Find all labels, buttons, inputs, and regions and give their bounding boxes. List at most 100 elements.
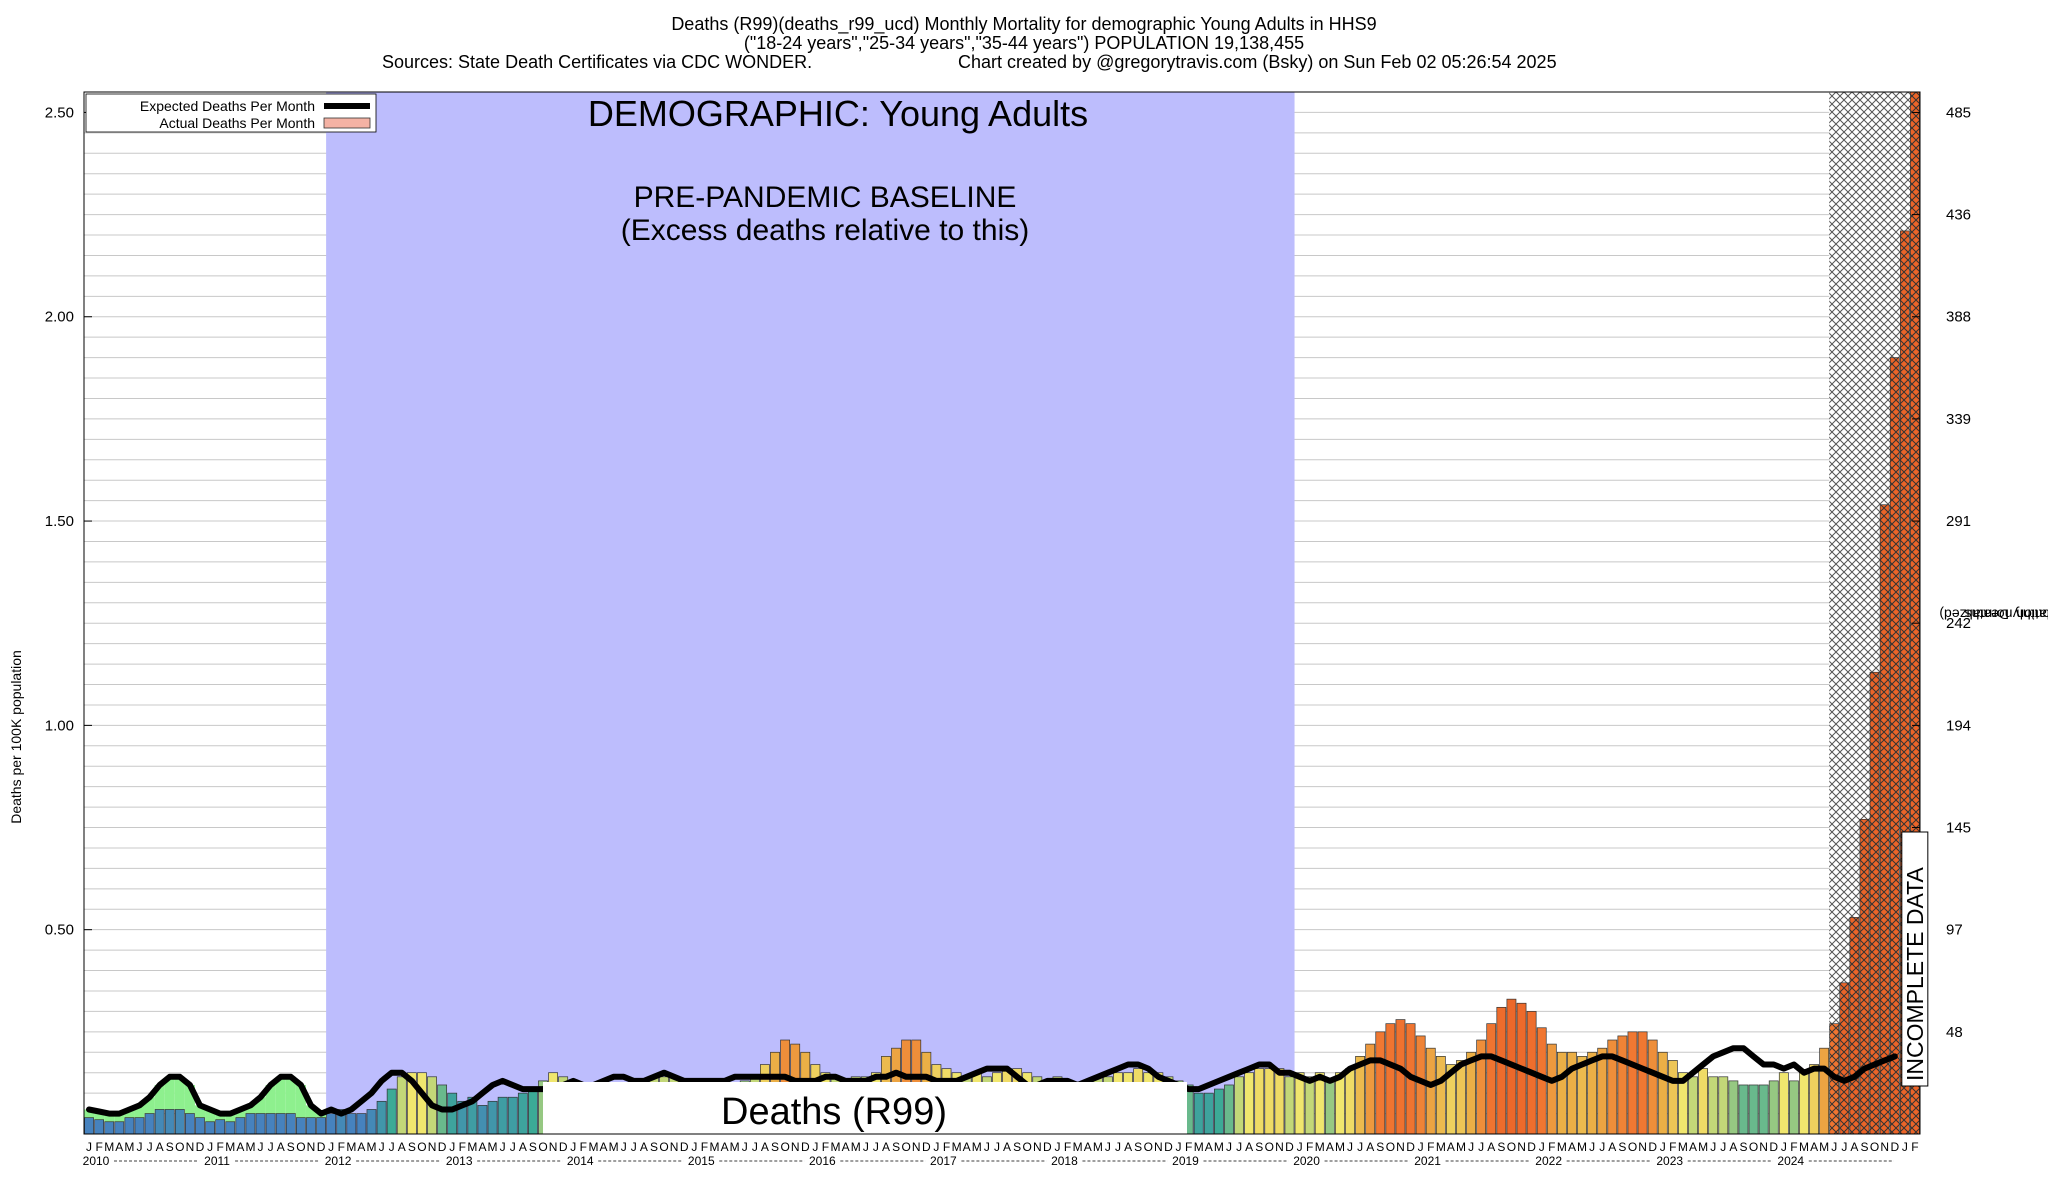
x-month-label: J [742, 1140, 748, 1154]
plot-frame [83, 91, 1921, 1135]
bar [1294, 1072, 1305, 1135]
bar-hatch [1839, 982, 1849, 1134]
x-month-label: A [1608, 1140, 1616, 1154]
bar [1728, 1080, 1739, 1135]
x-month-label: J [933, 1140, 939, 1154]
x-month-label: D [196, 1140, 205, 1154]
chart-title: Deaths (R99)(deaths_r99_ucd) Monthly Mor… [671, 14, 1377, 34]
x-month-label: F [701, 1140, 708, 1154]
bar [1809, 1064, 1819, 1135]
x-year-label: 2023 [1656, 1154, 1683, 1168]
bar [376, 1100, 387, 1135]
x-month-label: S [408, 1140, 416, 1154]
bar [1234, 1076, 1244, 1135]
bar [1657, 1051, 1668, 1135]
x-month-label: F [1306, 1140, 1313, 1154]
x-month-label: S [1376, 1140, 1384, 1154]
surplus-fill [184, 1084, 195, 1114]
x-month-label: J [1176, 1140, 1182, 1154]
x-month-label: N [1880, 1140, 1889, 1154]
x-month-label: A [1487, 1140, 1495, 1154]
x-month-label: F [943, 1140, 950, 1154]
bar [195, 1117, 205, 1135]
surplus-fill [265, 1084, 276, 1114]
bar-hatch [1880, 504, 1890, 1134]
surplus-fill [84, 1109, 95, 1118]
y-tick-label: 2.50 [45, 104, 74, 121]
x-month-label: M [1577, 1140, 1587, 1154]
x-month-label: F [1548, 1140, 1555, 1154]
bar [1778, 1072, 1789, 1135]
bar [1213, 1088, 1224, 1135]
x-month-label: S [1013, 1140, 1021, 1154]
x-month-label: F [217, 1140, 224, 1154]
bar [1435, 1056, 1446, 1135]
x-month-label: A [1568, 1140, 1576, 1154]
x-month-label: A [1366, 1140, 1374, 1154]
x-month-label: J [1357, 1140, 1363, 1154]
bar [104, 1121, 115, 1135]
bar [1688, 1076, 1698, 1135]
x-month-label: J [752, 1140, 758, 1154]
x-month-label: J [873, 1140, 879, 1154]
x-month-label: O [1265, 1140, 1274, 1154]
x-month-label: J [1054, 1140, 1060, 1154]
x-year-label: 2018 [1051, 1154, 1078, 1168]
x-month-label: D [1527, 1140, 1536, 1154]
bar [124, 1117, 135, 1135]
bar [1597, 1047, 1608, 1135]
bar [316, 1117, 326, 1135]
baseline-label-line2: (Excess deaths relative to this) [621, 214, 1030, 247]
bar [1698, 1068, 1709, 1135]
x-month-label: D [1406, 1140, 1415, 1154]
incomplete-label-box [1901, 831, 1929, 1087]
bar [487, 1100, 498, 1135]
x-month-label: S [771, 1140, 779, 1154]
x-year-label: 2013 [446, 1154, 473, 1168]
x-month-label: J [1720, 1140, 1726, 1154]
surplus-fill [194, 1105, 206, 1118]
bar [265, 1113, 276, 1135]
bar [477, 1105, 488, 1135]
x-month-label: F [1185, 1140, 1192, 1154]
x-month-label: M [1819, 1140, 1829, 1154]
bar [1385, 1023, 1396, 1135]
chart-subtitle: ("18-24 years","25-34 years","35-44 year… [743, 33, 1305, 53]
x-month-label: S [650, 1140, 658, 1154]
x-month-label: N [1033, 1140, 1042, 1154]
x-month-label: A [1205, 1140, 1213, 1154]
x-month-label: A [882, 1140, 890, 1154]
x-month-label: J [1841, 1140, 1847, 1154]
cause-label: Deaths (R99) [721, 1091, 947, 1133]
x-month-label: M [730, 1140, 740, 1154]
bar-hatch [1859, 819, 1870, 1134]
x-month-label: M [972, 1140, 982, 1154]
x-month-label: D [1769, 1140, 1778, 1154]
bar [1486, 1023, 1497, 1135]
x-month-label: J [691, 1140, 697, 1154]
bar-hatch [1910, 92, 1920, 1134]
incomplete-label: INCOMPLETE DATA [1902, 867, 1928, 1081]
x-month-label: D [1164, 1140, 1173, 1154]
x-month-label: S [529, 1140, 537, 1154]
x-year-label: 2020 [1293, 1154, 1320, 1168]
x-month-label: A [1689, 1140, 1697, 1154]
bar [255, 1113, 266, 1135]
x-month-label: J [812, 1140, 818, 1154]
x-month-label: J [984, 1140, 990, 1154]
x-month-label: D [438, 1140, 447, 1154]
x-month-label: J [1589, 1140, 1595, 1154]
bar [1637, 1031, 1648, 1135]
x-month-label: O [1386, 1140, 1395, 1154]
surplus-fill [164, 1076, 175, 1110]
x-month-label: M [851, 1140, 861, 1154]
x-month-label: J [268, 1140, 274, 1154]
bar [326, 1113, 337, 1135]
x-month-label: J [1468, 1140, 1474, 1154]
x-month-label: A [963, 1140, 971, 1154]
cause-label-box [543, 1082, 1187, 1134]
x-month-label: A [1447, 1140, 1455, 1154]
x-year-label: 2014 [567, 1154, 594, 1168]
expected-line [86, 1045, 1898, 1117]
